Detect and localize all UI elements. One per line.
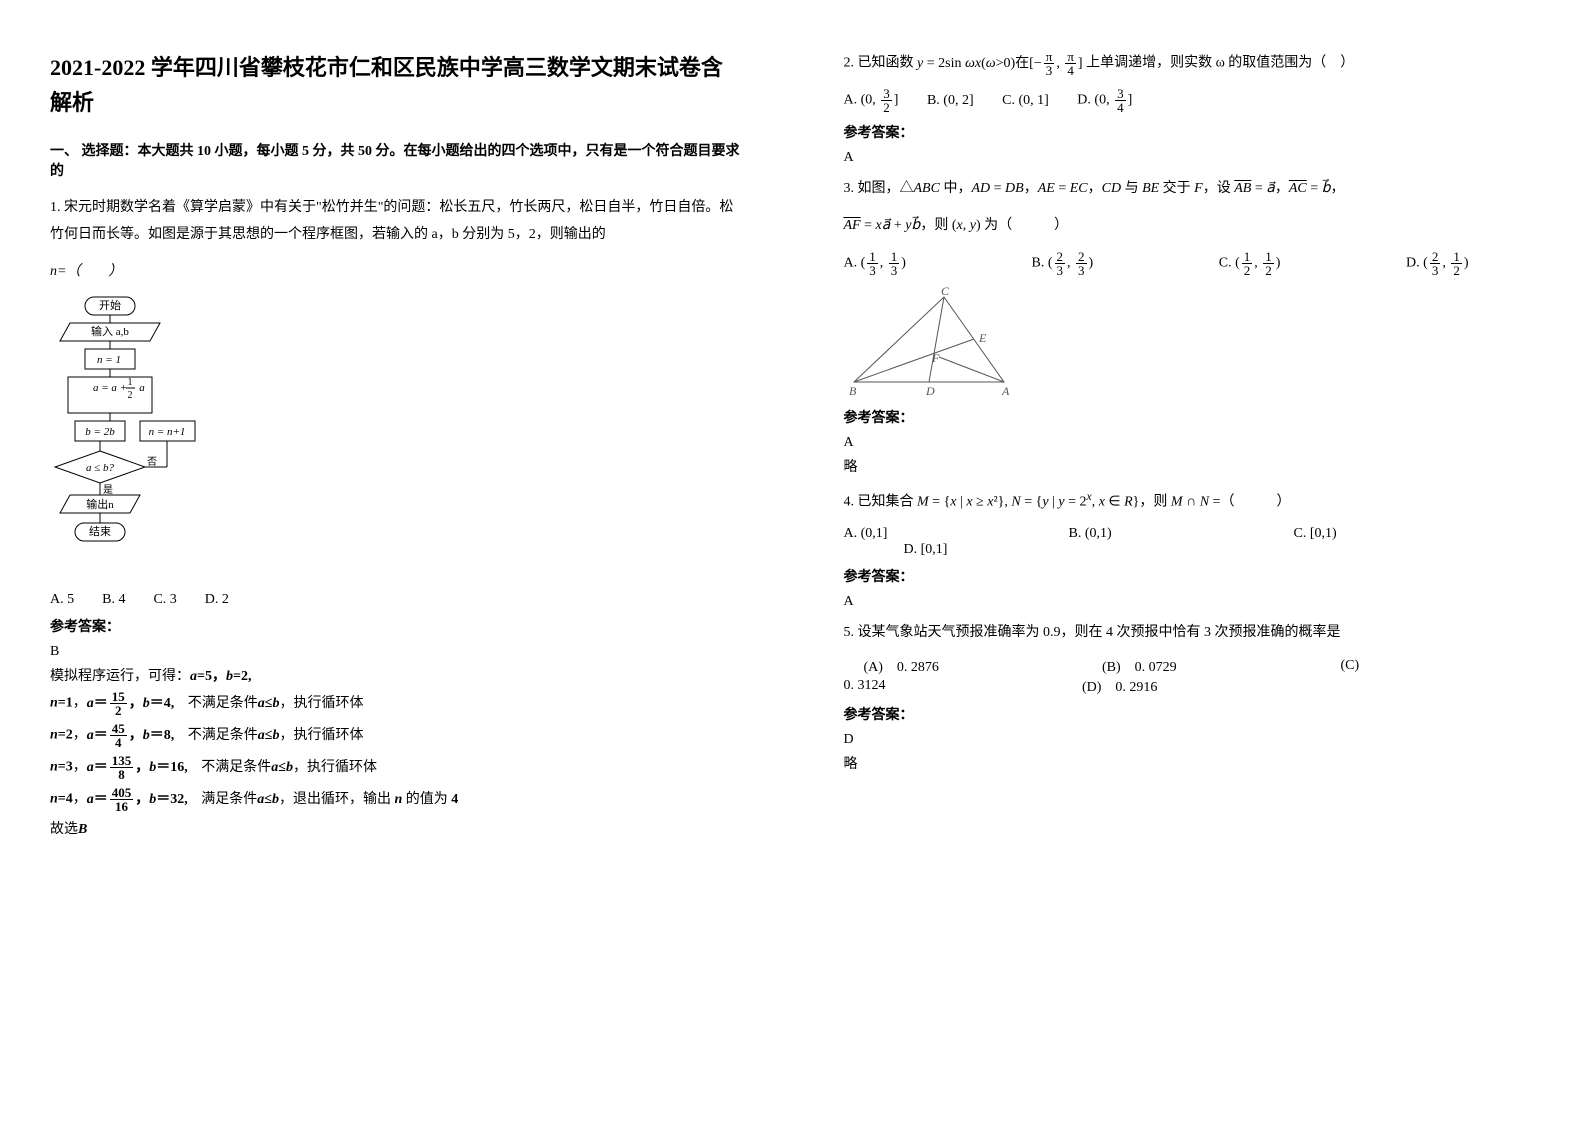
question-3: 3. 如图，△ABC 中，AD = DB，AE = EC，CD 与 BE 交于 … — [844, 176, 1538, 203]
svg-text:C: C — [941, 287, 950, 298]
q4-answer-label: 参考答案： — [844, 566, 1538, 586]
svg-text:n = n+1: n = n+1 — [149, 426, 186, 438]
question-5: 5. 设某气象站天气预报准确率为 0.9，则在 4 次预报中恰有 3 次预报准确… — [844, 620, 1538, 647]
question-4: 4. 已知集合 M = {x | x ≥ x²}, N = {y | y = 2… — [844, 486, 1538, 516]
page-title: 2021-2022 学年四川省攀枝花市仁和区民族中学高三数学文期末试卷含解析 — [50, 50, 744, 120]
question-1: 1. 宋元时期数学名着《算学启蒙》中有关于"松竹并生"的问题：松长五尺，竹长两尺… — [50, 195, 744, 248]
q1-sol-5: n=4，a＝40516，b＝32, 满足条件a≤b，退出循环，输出 n 的值为 … — [50, 786, 744, 813]
q1-answer-label: 参考答案： — [50, 616, 744, 636]
svg-text:输入 a,b: 输入 a,b — [91, 324, 129, 338]
svg-text:输出n: 输出n — [86, 497, 114, 511]
q5-answer-extra: 略 — [844, 753, 1538, 773]
q2-func: y = 2sin ωx(ω>0)在[−π3, π4] — [917, 56, 1086, 71]
q2-options: A. (0, 32] B. (0, 2] C. (0, 1] D. (0, 34… — [844, 87, 1538, 114]
svg-text:b = 2b: b = 2b — [85, 426, 115, 438]
q4-answer-letter: A — [844, 594, 1538, 610]
q1-text-a: 1. 宋元时期数学名着《算学启蒙》中有关于"松竹并生"的问题：松长五尺，竹长两尺… — [50, 200, 733, 242]
left-column: 2021-2022 学年四川省攀枝花市仁和区民族中学高三数学文期末试卷含解析 一… — [0, 0, 794, 1122]
q4-options: A. (0,1] B. (0,1) C. [0,1) D. [0,1] — [844, 526, 1494, 558]
q1-sol-2: n=1，a＝152，b＝4, 不满足条件a≤b，执行循环体 — [50, 690, 744, 717]
q5-options: (A) 0. 2876 (B) 0. 0729 (C) 0. 3124 (D) … — [844, 656, 1494, 696]
right-column: 2. 已知函数 y = 2sin ωx(ω>0)在[−π3, π4] 上单调递增… — [794, 0, 1587, 1122]
q3-answer-extra: 略 — [844, 456, 1538, 476]
q1-sol-1: 模拟程序运行，可得：a=5，b=2, — [50, 665, 744, 685]
q3-answer-letter: A — [844, 435, 1538, 451]
svg-text:a ≤ b?: a ≤ b? — [86, 462, 115, 474]
svg-text:n = 1: n = 1 — [97, 354, 121, 366]
svg-text:结束: 结束 — [89, 525, 111, 538]
svg-text:开始: 开始 — [99, 298, 121, 312]
svg-text:a = a +: a = a + — [93, 382, 127, 394]
q5-answer-letter: D — [844, 732, 1538, 748]
svg-text:E: E — [978, 331, 987, 345]
svg-text:F: F — [931, 351, 940, 365]
q3-options: A. (13, 13) B. (23, 23) C. (12, 12) D. (… — [844, 250, 1494, 277]
svg-text:D: D — [925, 384, 935, 397]
q2-answer-letter: A — [844, 150, 1538, 166]
svg-text:A: A — [1001, 384, 1010, 397]
flowchart-svg: 开始 输入 a,b n = 1 a = a + 1 2 a b = 2b n =… — [50, 295, 220, 580]
q1-sol-6: 故选B — [50, 818, 744, 838]
svg-text:否: 否 — [147, 456, 157, 468]
svg-text:1: 1 — [128, 377, 133, 388]
q5-answer-label: 参考答案： — [844, 704, 1538, 724]
question-2: 2. 已知函数 y = 2sin ωx(ω>0)在[−π3, π4] 上单调递增… — [844, 50, 1538, 77]
q1-answer-letter: B — [50, 644, 744, 660]
section-head: 一、 选择题：本大题共 10 小题，每小题 5 分，共 50 分。在每小题给出的… — [50, 140, 744, 180]
svg-text:a: a — [139, 382, 145, 394]
q2-postfix: 上单调递增，则实数 ω 的取值范围为（ ） — [1086, 56, 1354, 71]
q1-sol-4: n=3，a＝1358，b＝16, 不满足条件a≤b，执行循环体 — [50, 754, 744, 781]
q2-prefix: 2. 已知函数 — [844, 56, 914, 71]
svg-text:是: 是 — [103, 484, 113, 496]
q1-options: A. 5 B. 4 C. 3 D. 2 — [50, 588, 744, 608]
question-3b: AF = xa⃗ + yb⃗，则 (x, y) 为（ ） — [844, 213, 1538, 240]
q1-text-b: n=（ ） — [50, 259, 744, 286]
q3-answer-label: 参考答案： — [844, 407, 1538, 427]
q1-sol-3: n=2，a＝454，b＝8, 不满足条件a≤b，执行循环体 — [50, 722, 744, 749]
svg-text:2: 2 — [128, 390, 133, 401]
triangle-diagram: B D A E C F — [844, 287, 1024, 397]
q2-answer-label: 参考答案： — [844, 122, 1538, 142]
svg-text:B: B — [849, 384, 857, 397]
